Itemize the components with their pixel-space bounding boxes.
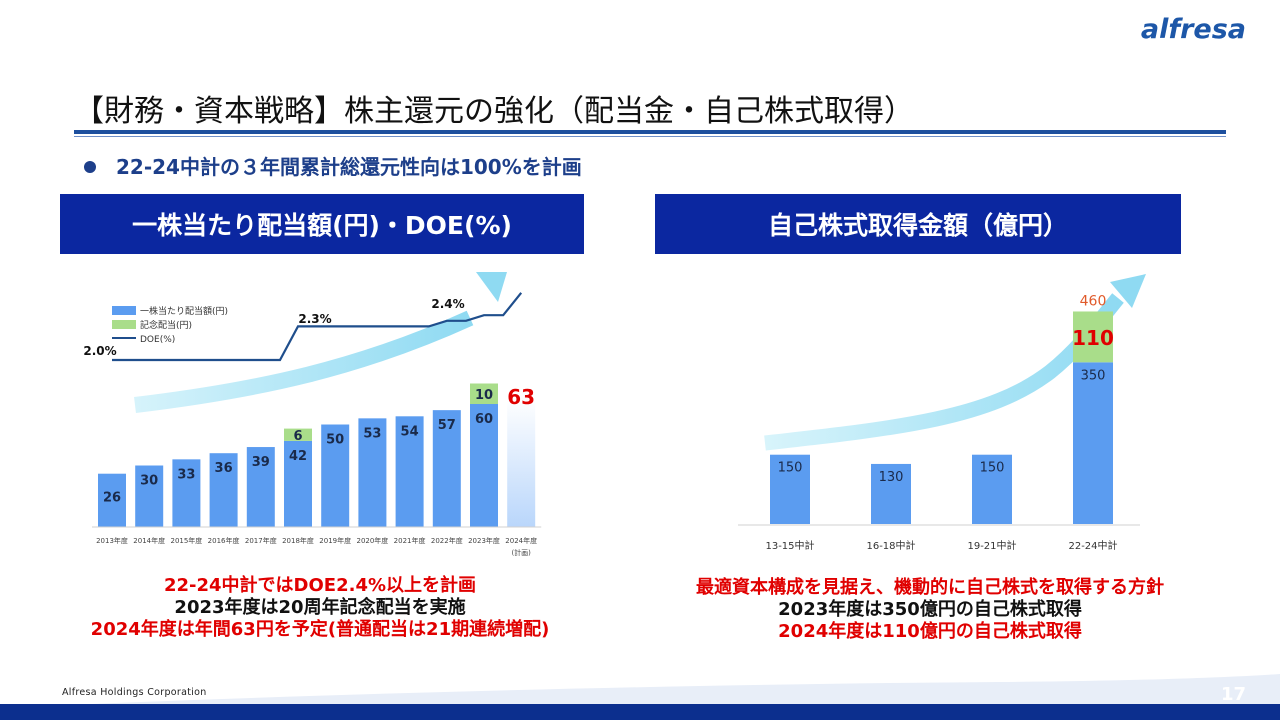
bar-label-commemorative: 6 (293, 429, 302, 444)
x-tick-label: 2016年度 (208, 536, 240, 545)
x-tick-note: (計画) (511, 548, 531, 557)
bar-label-dividend: 42 (289, 449, 307, 464)
dividend-chart: 26 2013年度 30 2014年度 33 2015年度 36 2016年度 39 2017年度… (83, 272, 542, 557)
dividend-caption-line-1: 22-24中計ではDOE2.4%以上を計画 (163, 575, 477, 596)
doe-label: 2.4% (431, 297, 464, 311)
title-rule-thin (74, 136, 1226, 137)
dividend-caption: 22-24中計ではDOE2.4%以上を計画 2023年度は20周年記念配当を実施… (20, 575, 620, 641)
x-tick-label: 2019年度 (319, 536, 351, 545)
bar-commemorative (284, 428, 312, 441)
buyback-caption: 最適資本構成を見据え、機動的に自己株式を取得する方針 2023年度は350億円の… (630, 577, 1230, 643)
bullet-dot-icon (84, 160, 96, 173)
x-tick-label: 16-18中計 (866, 539, 915, 552)
growth-arrow-head (1110, 274, 1146, 308)
bar-label-planned: 63 (507, 385, 535, 409)
doe-label: 2.3% (298, 312, 331, 326)
bar-label-dividend: 60 (475, 412, 493, 427)
company-logo: alfresa (1140, 14, 1246, 45)
page-title: 【財務・資本戦略】株主還元の強化（配当金・自己株式取得） (74, 94, 914, 129)
dividend-panel-heading: 一株当たり配当額(円)・DOE(%) (60, 194, 584, 254)
bar-dividend (98, 473, 126, 527)
bar-label-buyback: 130 (879, 470, 904, 485)
legend-swatch-commemorative (112, 320, 136, 329)
legend-label-dividend: 一株当たり配当額(円) (140, 305, 228, 317)
bar-planned-2024 (507, 397, 536, 527)
bar-dividend (284, 440, 312, 527)
bar-dividend (358, 418, 387, 527)
x-tick-label: 2020年度 (356, 536, 388, 545)
x-tick-label: 13-15中計 (765, 539, 814, 552)
bar-label-dividend: 54 (401, 424, 419, 439)
bar-label-dividend: 57 (438, 418, 456, 433)
bar-buyback (871, 463, 911, 524)
total-label: 460 (1080, 293, 1107, 309)
doe-label: 2.0% (83, 344, 116, 358)
bar-label-dividend: 30 (140, 474, 158, 489)
bar-dividend (209, 453, 238, 527)
bar-label-buyback: 350 (1081, 368, 1106, 383)
bar-label-buyback: 150 (980, 461, 1005, 476)
bar-label-dividend: 26 (103, 491, 121, 506)
legend-swatch-dividend (112, 306, 136, 315)
x-tick-label: 2022年度 (431, 536, 463, 545)
bar-label-buyback: 150 (778, 461, 803, 476)
bar-label-dividend: 39 (252, 455, 270, 470)
bar-dividend (395, 416, 424, 527)
growth-arrow-head (476, 272, 507, 302)
x-tick-label: 2021年度 (394, 536, 426, 545)
dividend-caption-line-3: 2024年度は年間63円を予定(普通配当は21期連続増配) (90, 619, 550, 640)
bar-label-buyback-2024: 110 (1072, 326, 1114, 350)
bar-label-dividend: 33 (177, 467, 195, 482)
buyback-panel-heading: 自己株式取得金額（億円） (655, 194, 1181, 254)
growth-arrow-shaft (764, 293, 1124, 451)
buyback-chart: 150 13-15中計 130 16-18中計 150 19-21中計 350 110 22-2… (738, 274, 1146, 552)
bar-buyback (1073, 362, 1113, 524)
x-tick-label: 2017年度 (245, 536, 277, 545)
bar-commemorative (470, 383, 498, 404)
buyback-caption-line-2: 2023年度は350億円の自己株式取得 (778, 599, 1082, 620)
doe-line (112, 292, 523, 362)
key-point: 22-24中計の３年間累計総還元性向は100%を計画 (84, 151, 582, 180)
footer-wave (0, 674, 1280, 720)
dividend-caption-line-2: 2023年度は20周年記念配当を実施 (174, 597, 466, 618)
x-tick-label: 2023年度 (468, 536, 500, 545)
x-tick-label: 2018年度 (282, 536, 314, 545)
legend-label-commemorative: 記念配当(円) (140, 319, 192, 331)
page-number: 17 (1220, 684, 1246, 705)
bar-buyback (770, 454, 810, 524)
bar-dividend (470, 404, 498, 527)
x-tick-label: 2013年度 (96, 536, 128, 545)
bar-dividend (172, 459, 201, 527)
x-tick-label: 2015年度 (170, 536, 202, 545)
legend-label-doe: DOE(%) (140, 335, 175, 345)
bar-label-commemorative: 10 (475, 388, 493, 403)
buyback-caption-line-1: 最適資本構成を見据え、機動的に自己株式を取得する方針 (696, 577, 1164, 598)
bar-dividend (321, 424, 350, 527)
bar-dividend (432, 410, 461, 527)
x-tick-label: 2014年度 (133, 536, 165, 545)
growth-arrow-shaft (134, 310, 474, 413)
key-point-text: 22-24中計の３年間累計総還元性向は100%を計画 (116, 155, 582, 179)
bar-buyback-2024 (1073, 311, 1113, 363)
x-tick-label: 22-24中計 (1068, 539, 1117, 552)
bar-label-dividend: 53 (363, 426, 381, 441)
bar-dividend (246, 447, 275, 527)
x-tick-label: 19-21中計 (967, 539, 1016, 552)
x-tick-label: 2024年度 (505, 536, 537, 545)
bar-label-dividend: 36 (215, 461, 233, 476)
bar-dividend (135, 465, 164, 527)
buyback-caption-line-3: 2024年度は110億円の自己株式取得 (778, 621, 1082, 642)
bar-buyback (972, 454, 1012, 524)
footer-company: Alfresa Holdings Corporation (62, 687, 207, 698)
title-rule (74, 130, 1226, 134)
bar-label-dividend: 50 (326, 433, 344, 448)
